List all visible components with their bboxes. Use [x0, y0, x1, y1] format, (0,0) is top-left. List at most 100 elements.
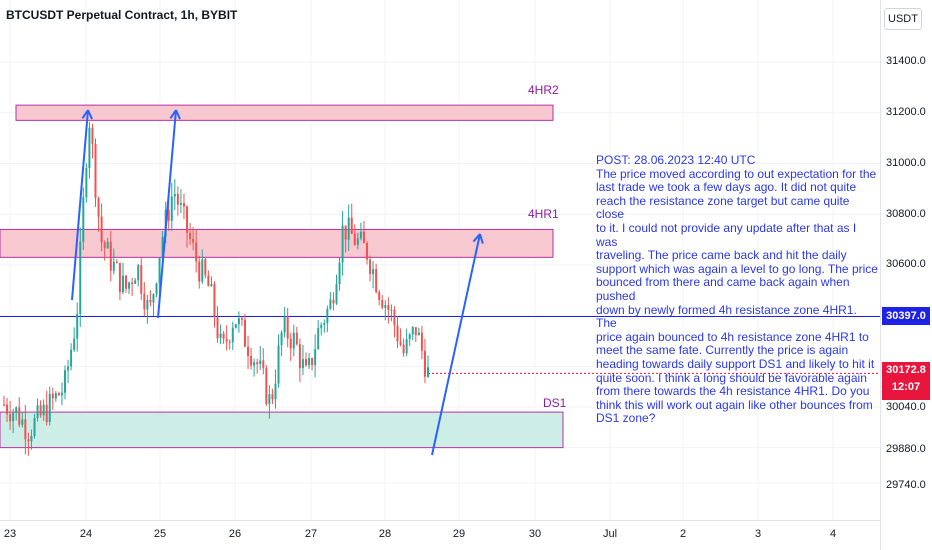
candle-down [250, 356, 253, 366]
candle-up [411, 327, 414, 335]
candle-up [173, 193, 176, 197]
candle-down [222, 333, 225, 339]
current-line-price-badge: 30397.0 [882, 307, 930, 325]
candle-down [289, 338, 292, 349]
currency-selector[interactable]: USDT [884, 8, 922, 30]
candle-down [198, 261, 201, 282]
arrow-head [479, 233, 484, 244]
candle-up [76, 313, 79, 339]
candle-down [247, 346, 250, 357]
time-tick: 26 [228, 528, 242, 540]
arrows-layer [71, 109, 484, 456]
candle-down [420, 332, 423, 351]
arrow-head [81, 109, 89, 119]
time-tick: 28 [378, 528, 392, 540]
candle-down [240, 318, 243, 320]
arrow-head [472, 233, 481, 243]
candle-down [100, 216, 103, 243]
time-axis-border [0, 520, 880, 521]
candle-down [182, 203, 185, 207]
candle-down [94, 143, 97, 199]
time-tick: 27 [304, 528, 318, 540]
note-line: bounced from there and came back again w… [596, 275, 850, 303]
time-tick: 3 [754, 528, 762, 540]
time-tick: 2 [679, 528, 687, 540]
candle-up [359, 231, 362, 239]
arrow-head [87, 109, 93, 120]
note-line: heading towards daily support DS1 and li… [596, 356, 875, 371]
candle-down [125, 275, 128, 289]
candle-down [186, 206, 189, 233]
candle-up [137, 265, 140, 281]
candle-up [88, 127, 91, 169]
candle-up [152, 294, 155, 303]
candle-down [213, 284, 216, 318]
candle-down [149, 300, 152, 303]
candle-up [356, 238, 359, 245]
candle-up [67, 366, 70, 371]
candle-up [338, 262, 341, 285]
candle-up [323, 323, 326, 325]
candle-down [109, 241, 112, 271]
note-line: reach the resistance zone target but cam… [596, 193, 850, 222]
candle-up [161, 236, 164, 258]
candle-up [372, 269, 375, 274]
price-tick: 29880.0 [886, 443, 926, 455]
candle-up [274, 383, 277, 400]
candle-up [237, 318, 240, 325]
candle-down [387, 305, 390, 310]
candle-up [121, 275, 124, 293]
note-line: meet the same fate. Currently the price … [596, 343, 849, 358]
zone-ds1 [0, 411, 564, 449]
arrow-line [157, 109, 177, 319]
candle-up [36, 405, 39, 419]
candle-down [176, 193, 179, 205]
note-line: think this will work out again like othe… [596, 397, 873, 412]
candle-down [39, 405, 42, 416]
zone-4hr2 [15, 104, 554, 121]
candle-up [12, 412, 15, 422]
note-line: down by newly formed 4h resistance zone … [596, 302, 857, 331]
price-tick: 30600.0 [886, 258, 926, 270]
candle-up [268, 394, 271, 404]
candle-down [51, 393, 54, 399]
note-line: from there towards the 4h resistance 4HR… [596, 384, 870, 399]
candle-up [21, 419, 24, 425]
candle-up [317, 328, 320, 350]
candle-down [243, 319, 246, 347]
candle-down [9, 414, 12, 422]
candle-up [301, 359, 304, 369]
candle-down [24, 419, 27, 440]
candle-down [393, 309, 396, 326]
candle-down [375, 269, 378, 293]
note-line: The price moved according to out expecta… [596, 166, 877, 181]
time-tick: Jul [602, 528, 618, 540]
candle-up [155, 283, 158, 295]
candle-up [384, 305, 387, 308]
candle-down [399, 341, 402, 345]
candle-down [414, 327, 417, 336]
candle-down [353, 233, 356, 245]
candle-up [170, 196, 173, 221]
candles-layer [3, 121, 429, 456]
price-tick: 30040.0 [886, 401, 926, 413]
candle-up [210, 284, 213, 287]
candle-up [54, 393, 57, 399]
candle-down [140, 265, 143, 294]
arrow-head [175, 109, 181, 120]
candle-down [192, 238, 195, 243]
candle-up [341, 225, 344, 263]
time-tick: 4 [829, 528, 837, 540]
candle-down [362, 231, 365, 244]
candle-down [262, 360, 265, 369]
candle-up [326, 308, 329, 324]
price-axis[interactable] [880, 0, 932, 550]
candle-up [277, 345, 280, 384]
arrow-line [431, 233, 481, 456]
candle-up [259, 360, 262, 365]
price-chart[interactable] [0, 0, 880, 520]
price-tick: 30800.0 [886, 208, 926, 220]
note-line: traveling. The price came back and hit t… [596, 248, 847, 263]
candle-up [408, 334, 411, 340]
note-line: quite soon. I think a long should be fav… [596, 370, 867, 385]
